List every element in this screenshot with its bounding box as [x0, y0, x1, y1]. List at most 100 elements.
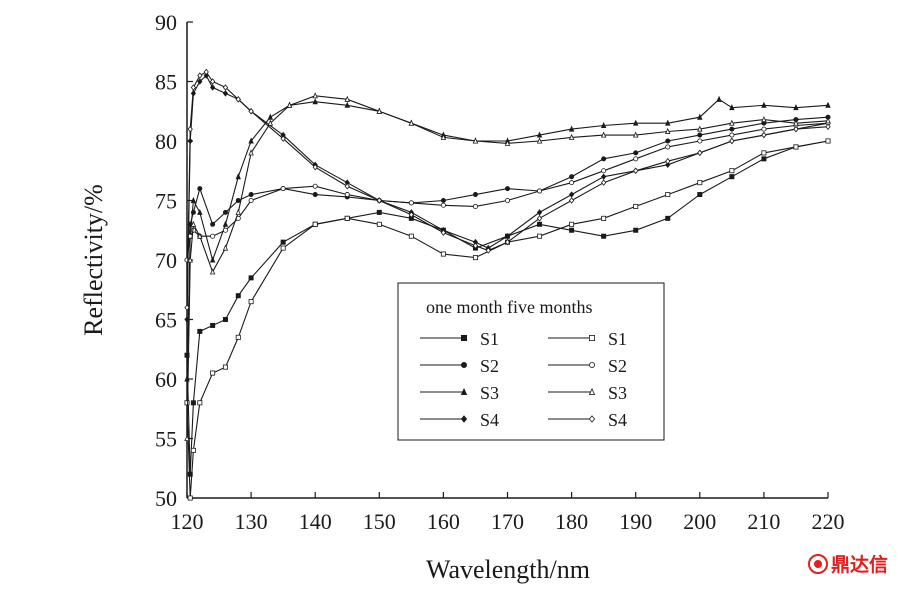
- data-point: [222, 90, 229, 97]
- legend-label: S1: [480, 329, 499, 349]
- data-point: [184, 434, 190, 442]
- data-point: [235, 173, 241, 180]
- data-point: [210, 84, 216, 91]
- data-point: [761, 126, 767, 132]
- data-point: [187, 125, 193, 133]
- legend-header: one month five months: [426, 297, 592, 317]
- data-point: [197, 72, 203, 79]
- data-point: [485, 247, 491, 254]
- data-point: [197, 328, 203, 334]
- data-point: [440, 197, 446, 203]
- data-point: [665, 119, 671, 126]
- x-tick-label: 150: [363, 509, 396, 534]
- data-point: [825, 138, 831, 144]
- legend-marker: [460, 387, 468, 396]
- data-point: [716, 95, 722, 102]
- data-point: [222, 84, 229, 91]
- data-point: [376, 221, 382, 227]
- legend-item-s1-one-month: S1: [420, 329, 499, 349]
- legend-item-s3-five-months: S3: [548, 383, 627, 403]
- data-point: [197, 208, 203, 215]
- data-point: [793, 104, 799, 111]
- data-point: [665, 144, 671, 150]
- data-point: [793, 119, 799, 126]
- series-s4-five-months: [184, 68, 831, 311]
- watermark-logo-icon: [807, 553, 828, 574]
- data-point: [210, 221, 216, 227]
- data-point: [568, 133, 575, 140]
- data-point: [190, 196, 197, 204]
- data-point: [633, 150, 639, 156]
- legend-label: S2: [608, 356, 627, 376]
- data-point: [197, 78, 203, 85]
- data-point: [569, 221, 575, 227]
- data-point: [729, 168, 735, 174]
- x-tick-label: 160: [427, 509, 460, 534]
- x-tick-label: 220: [812, 509, 845, 534]
- data-point: [536, 137, 543, 144]
- data-point: [633, 156, 639, 162]
- data-point: [248, 137, 254, 144]
- data-point: [632, 119, 639, 126]
- data-point: [209, 256, 216, 263]
- data-point: [537, 188, 543, 194]
- data-point: [235, 334, 241, 340]
- y-tick-label: 70: [155, 248, 177, 273]
- data-point: [210, 322, 216, 328]
- data-point: [504, 139, 511, 146]
- data-point: [248, 197, 254, 203]
- data-point: [197, 186, 203, 192]
- data-point: [697, 149, 703, 157]
- data-point: [536, 215, 543, 222]
- data-point: [729, 104, 735, 111]
- data-point: [376, 107, 383, 114]
- data-point: [203, 68, 209, 76]
- data-point: [761, 156, 767, 162]
- data-point: [440, 133, 447, 140]
- data-point: [504, 238, 511, 246]
- legend-marker: [589, 361, 596, 368]
- legend-item-s1-five-months: S1: [548, 329, 627, 349]
- x-tick-label: 120: [171, 509, 204, 534]
- data-point: [472, 192, 478, 198]
- data-point: [197, 400, 203, 406]
- series-line-s4-one-month: [186, 74, 829, 320]
- legend-marker: [460, 361, 467, 368]
- data-point: [729, 174, 735, 180]
- x-tick-label: 190: [619, 509, 652, 534]
- legend-marker: [460, 334, 467, 341]
- data-point: [197, 232, 203, 239]
- series-line-s4-five-months: [186, 71, 829, 308]
- data-point: [825, 123, 831, 130]
- y-tick-label: 50: [155, 486, 177, 511]
- x-tick-label: 130: [235, 509, 268, 534]
- y-tick-label: 55: [155, 427, 177, 452]
- data-point: [210, 78, 216, 85]
- data-point: [601, 215, 607, 221]
- data-point: [248, 299, 254, 305]
- data-point: [568, 191, 575, 198]
- data-point: [210, 370, 216, 376]
- y-tick-label: 75: [155, 189, 177, 214]
- data-point: [440, 229, 447, 236]
- data-point: [697, 180, 703, 186]
- data-point: [568, 197, 575, 204]
- data-point: [601, 168, 607, 174]
- data-point: [761, 131, 767, 139]
- data-point: [697, 138, 703, 144]
- data-point: [280, 245, 286, 251]
- data-point: [222, 316, 228, 322]
- series-s3-five-months: [184, 92, 831, 442]
- data-point: [472, 242, 479, 249]
- data-point: [235, 96, 241, 103]
- data-point: [222, 209, 228, 215]
- data-point: [440, 251, 446, 257]
- data-point: [344, 101, 350, 108]
- data-point: [209, 268, 216, 275]
- data-point: [184, 304, 190, 311]
- data-point: [504, 186, 510, 192]
- data-point: [248, 275, 254, 281]
- data-point: [793, 125, 799, 133]
- data-point: [187, 495, 193, 501]
- data-point: [408, 119, 415, 126]
